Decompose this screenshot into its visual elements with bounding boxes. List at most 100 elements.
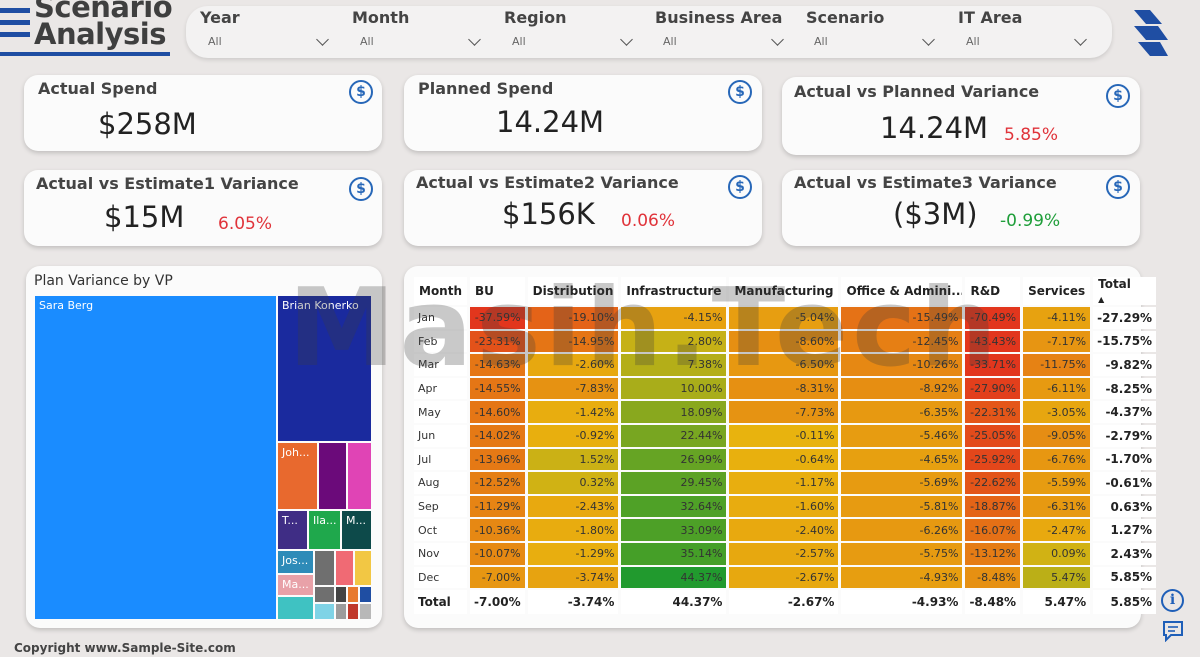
cell-rnd[interactable]: -33.71% bbox=[965, 354, 1021, 376]
cell-infrastructure[interactable]: 32.64% bbox=[621, 495, 727, 518]
cell-infrastructure[interactable]: -4.15% bbox=[621, 307, 727, 329]
treemap-cell-m[interactable]: M... bbox=[341, 510, 372, 550]
filter-business-area-select[interactable]: All bbox=[653, 32, 794, 52]
filter-region-select[interactable]: All bbox=[502, 32, 643, 52]
cell-manufacturing[interactable]: -8.60% bbox=[729, 330, 839, 353]
cell-manufacturing[interactable]: -1.17% bbox=[729, 472, 839, 494]
cell-services[interactable]: -11.75% bbox=[1023, 354, 1091, 376]
cell-manufacturing[interactable]: -0.64% bbox=[729, 448, 839, 471]
menu-icon[interactable] bbox=[0, 8, 30, 44]
treemap-cell-jos[interactable]: Jos... bbox=[277, 550, 314, 574]
cell-office-admin[interactable]: -12.45% bbox=[841, 330, 963, 353]
cell-distribution[interactable]: -2.60% bbox=[527, 354, 619, 376]
cell-services[interactable]: -5.59% bbox=[1023, 472, 1091, 494]
cell-bu[interactable]: -12.52% bbox=[470, 472, 525, 494]
treemap-cell-gray[interactable] bbox=[314, 550, 335, 586]
cell-distribution[interactable]: -19.10% bbox=[527, 307, 619, 329]
cell-services[interactable]: 5.47% bbox=[1023, 566, 1091, 589]
cell-office-admin[interactable]: -5.46% bbox=[841, 424, 963, 447]
comment-icon[interactable] bbox=[1162, 620, 1184, 642]
table-row[interactable]: Apr -14.55% -7.83% 10.00% -8.31% -8.92% -27.90… bbox=[414, 377, 1157, 400]
cell-manufacturing[interactable]: -1.60% bbox=[729, 495, 839, 518]
cell-office-admin[interactable]: -6.35% bbox=[841, 401, 963, 423]
cell-bu[interactable]: -14.60% bbox=[470, 401, 525, 423]
cell-distribution[interactable]: -2.43% bbox=[527, 495, 619, 518]
treemap-cell-ma[interactable]: Ma... bbox=[277, 574, 314, 596]
filter-month-select[interactable]: All bbox=[350, 32, 491, 52]
info-icon[interactable]: i bbox=[1161, 589, 1184, 612]
cell-office-admin[interactable]: -15.49% bbox=[841, 307, 963, 329]
cell-manufacturing[interactable]: -2.40% bbox=[729, 519, 839, 541]
col-header-distribution[interactable]: Distribution bbox=[527, 277, 619, 305]
cell-rnd[interactable]: -43.43% bbox=[965, 330, 1021, 353]
cell-rnd[interactable]: -8.48% bbox=[965, 566, 1021, 589]
treemap-cell-small-6[interactable] bbox=[335, 603, 347, 620]
treemap-cell-small-5[interactable] bbox=[314, 603, 335, 620]
treemap-cell-purple[interactable] bbox=[318, 442, 347, 510]
table-row[interactable]: Sep -11.29% -2.43% 32.64% -1.60% -5.81% -18.87… bbox=[414, 495, 1157, 518]
table-row[interactable]: Jan -37.59% -19.10% -4.15% -5.04% -15.49% -70.… bbox=[414, 307, 1157, 329]
table-row[interactable]: Jun -14.02% -0.92% 22.44% -0.11% -5.46% -25.05… bbox=[414, 424, 1157, 447]
cell-bu[interactable]: -7.00% bbox=[470, 566, 525, 589]
cell-rnd[interactable]: -25.05% bbox=[965, 424, 1021, 447]
cell-bu[interactable]: -14.02% bbox=[470, 424, 525, 447]
cell-office-admin[interactable]: -4.93% bbox=[841, 566, 963, 589]
cell-infrastructure[interactable]: 18.09% bbox=[621, 401, 727, 423]
treemap-cell-teal[interactable] bbox=[277, 596, 314, 620]
filter-scenario[interactable]: Scenario All bbox=[792, 6, 937, 58]
cell-services[interactable]: -6.11% bbox=[1023, 377, 1091, 400]
filter-month[interactable]: Month All bbox=[338, 6, 483, 58]
treemap-cell-small-7[interactable] bbox=[347, 603, 359, 620]
cell-office-admin[interactable]: -6.26% bbox=[841, 519, 963, 541]
cell-manufacturing[interactable]: -0.11% bbox=[729, 424, 839, 447]
filter-region[interactable]: Region All bbox=[490, 6, 635, 58]
treemap-cell-pink[interactable] bbox=[347, 442, 372, 510]
cell-infrastructure[interactable]: 29.45% bbox=[621, 472, 727, 494]
cell-infrastructure[interactable]: 44.37% bbox=[621, 566, 727, 589]
treemap-cell-small-4[interactable] bbox=[359, 586, 372, 603]
cell-distribution[interactable]: -1.42% bbox=[527, 401, 619, 423]
treemap-cell-salmon[interactable] bbox=[335, 550, 354, 586]
cell-services[interactable]: -6.76% bbox=[1023, 448, 1091, 471]
cell-distribution[interactable]: 1.52% bbox=[527, 448, 619, 471]
cell-services[interactable]: -9.05% bbox=[1023, 424, 1091, 447]
cell-services[interactable]: -3.05% bbox=[1023, 401, 1091, 423]
filter-it-area-select[interactable]: All bbox=[956, 32, 1097, 52]
treemap-cell-small-1[interactable] bbox=[314, 586, 335, 603]
treemap-cell-yellow[interactable] bbox=[354, 550, 372, 586]
cell-rnd[interactable]: -13.12% bbox=[965, 542, 1021, 565]
cell-rnd[interactable]: -22.31% bbox=[965, 401, 1021, 423]
cell-rnd[interactable]: -70.49% bbox=[965, 307, 1021, 329]
table-row[interactable]: Aug -12.52% 0.32% 29.45% -1.17% -5.69% -22.62%… bbox=[414, 472, 1157, 494]
cell-rnd[interactable]: -16.07% bbox=[965, 519, 1021, 541]
filter-scenario-select[interactable]: All bbox=[804, 32, 945, 52]
table-row[interactable]: Oct -10.36% -1.80% 33.09% -2.40% -6.26% -16.07… bbox=[414, 519, 1157, 541]
cell-services[interactable]: 0.09% bbox=[1023, 542, 1091, 565]
treemap-cell-small-2[interactable] bbox=[335, 586, 347, 603]
cell-bu[interactable]: -13.96% bbox=[470, 448, 525, 471]
cell-distribution[interactable]: 0.32% bbox=[527, 472, 619, 494]
cell-rnd[interactable]: -27.90% bbox=[965, 377, 1021, 400]
filter-year[interactable]: Year All bbox=[186, 6, 331, 58]
col-header-manufacturing[interactable]: Manufacturing bbox=[729, 277, 839, 305]
col-header-office-admin[interactable]: Office & Admini... bbox=[841, 277, 963, 305]
cell-office-admin[interactable]: -5.81% bbox=[841, 495, 963, 518]
cell-manufacturing[interactable]: -2.67% bbox=[729, 566, 839, 589]
treemap-cell-sara-berg[interactable]: Sara Berg bbox=[34, 295, 277, 620]
treemap-cell-small-8[interactable] bbox=[359, 603, 372, 620]
cell-infrastructure[interactable]: 26.99% bbox=[621, 448, 727, 471]
table-row[interactable]: Feb -23.31% -14.95% 2.80% -8.60% -12.45% -43.4… bbox=[414, 330, 1157, 353]
cell-distribution[interactable]: -3.74% bbox=[527, 566, 619, 589]
cell-bu[interactable]: -37.59% bbox=[470, 307, 525, 329]
cell-office-admin[interactable]: -4.65% bbox=[841, 448, 963, 471]
cell-manufacturing[interactable]: -7.73% bbox=[729, 401, 839, 423]
cell-rnd[interactable]: -25.92% bbox=[965, 448, 1021, 471]
filter-business-area[interactable]: Business Area All bbox=[641, 6, 786, 58]
cell-distribution[interactable]: -14.95% bbox=[527, 330, 619, 353]
cell-bu[interactable]: -14.55% bbox=[470, 377, 525, 400]
table-row[interactable]: Dec -7.00% -3.74% 44.37% -2.67% -4.93% -8.48% 5… bbox=[414, 566, 1157, 589]
cell-office-admin[interactable]: -10.26% bbox=[841, 354, 963, 376]
table-row[interactable]: Mar -14.63% -2.60% 7.38% -6.50% -10.26% -33.71… bbox=[414, 354, 1157, 376]
cell-services[interactable]: -2.47% bbox=[1023, 519, 1091, 541]
col-header-services[interactable]: Services bbox=[1023, 277, 1091, 305]
